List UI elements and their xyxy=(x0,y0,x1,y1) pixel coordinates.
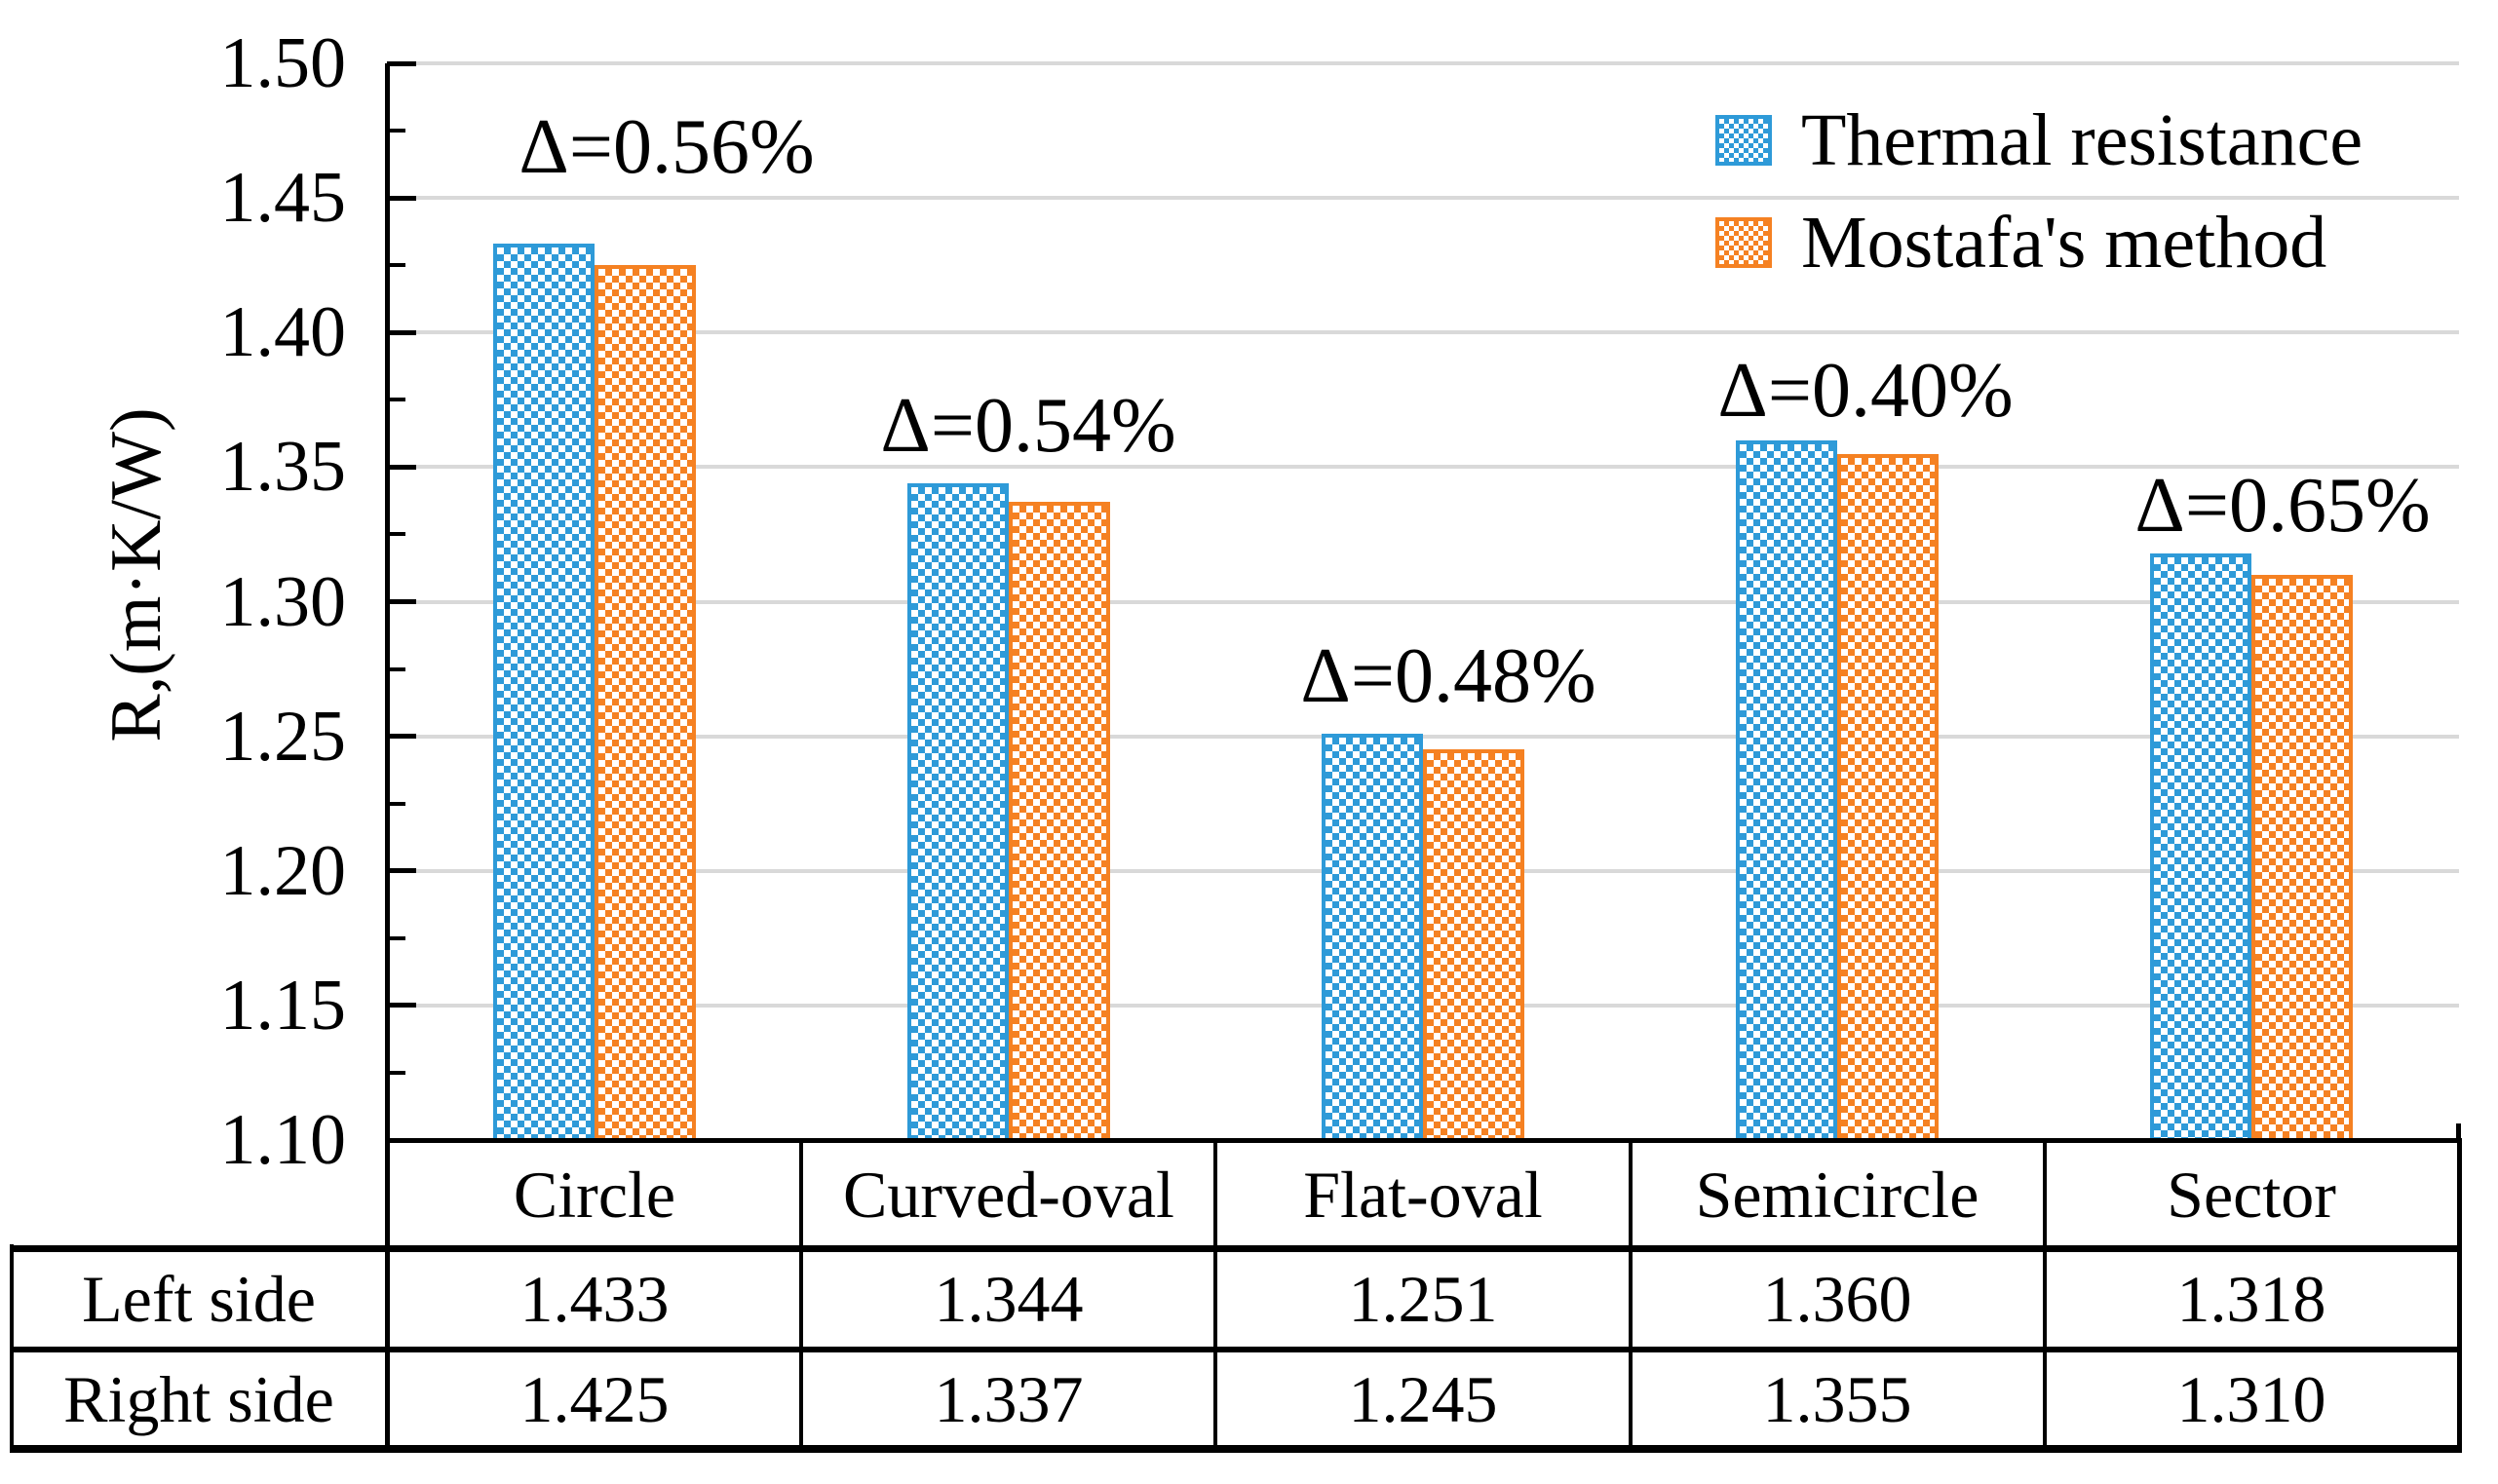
y-minor-tick xyxy=(387,667,405,671)
table-value-cell: 1.337 xyxy=(934,1362,1084,1436)
table-right-border xyxy=(2457,1138,2462,1453)
y-minor-tick xyxy=(387,936,405,940)
table-horizontal-border xyxy=(10,1445,2461,1453)
y-minor-tick xyxy=(387,1071,405,1075)
y-axis-line xyxy=(385,63,390,1453)
y-tick-label: 1.35 xyxy=(219,427,347,507)
table-row-header-left-side: Left side xyxy=(82,1262,316,1336)
y-minor-tick xyxy=(387,398,405,401)
table-horizontal-border xyxy=(387,1138,2461,1143)
bar-thermal-resistance-flat-oval xyxy=(1322,734,1423,1142)
y-major-tick xyxy=(387,868,416,873)
table-value-cell: 1.251 xyxy=(1348,1262,1498,1336)
y-tick-label: 1.25 xyxy=(219,697,347,777)
major-gridline xyxy=(390,600,2459,604)
table-header-circle: Circle xyxy=(513,1158,676,1232)
y-major-tick xyxy=(387,61,416,66)
table-header-sector: Sector xyxy=(2167,1158,2336,1232)
table-column-border xyxy=(799,1138,803,1453)
table-value-cell: 1.310 xyxy=(2176,1362,2326,1436)
table-value-cell: 1.433 xyxy=(519,1262,670,1336)
y-minor-tick xyxy=(387,263,405,267)
y-minor-tick xyxy=(387,532,405,536)
legend-swatch-thermal-resistance xyxy=(1715,115,1772,166)
table-horizontal-border xyxy=(10,1347,2461,1352)
legend-label-thermal-resistance: Thermal resistance xyxy=(1801,99,2363,181)
table-column-border xyxy=(2043,1138,2047,1453)
y-tick-label: 1.30 xyxy=(219,562,347,642)
table-value-cell: 1.425 xyxy=(519,1362,670,1436)
legend-label-mostafa-s-method: Mostafa's method xyxy=(1801,202,2327,284)
y-major-tick xyxy=(387,196,416,201)
delta-annotation-flat-oval: Δ=0.48% xyxy=(1300,633,1596,719)
table-column-border xyxy=(1629,1138,1633,1453)
table-row-header-right-side: Right side xyxy=(63,1362,334,1436)
major-gridline xyxy=(390,196,2459,200)
table-column-border xyxy=(1213,1138,1217,1453)
table-left-border xyxy=(10,1244,14,1453)
bar-mostafa-s-method-sector xyxy=(2251,575,2353,1142)
bar-mostafa-s-method-curved-oval xyxy=(1009,502,1110,1142)
bar-thermal-resistance-curved-oval xyxy=(907,483,1009,1142)
bar-thermal-resistance-circle xyxy=(493,244,595,1142)
y-major-tick xyxy=(387,465,416,470)
table-value-cell: 1.360 xyxy=(1762,1262,1912,1336)
legend-swatch-mostafa-s-method xyxy=(1715,217,1772,268)
major-gridline xyxy=(390,61,2459,65)
table-header-flat-oval: Flat-oval xyxy=(1303,1158,1543,1232)
y-tick-label: 1.15 xyxy=(219,966,347,1046)
bar-mostafa-s-method-semicircle xyxy=(1837,454,1939,1142)
y-major-tick xyxy=(387,1003,416,1008)
y-major-tick xyxy=(387,599,416,604)
delta-annotation-curved-oval: Δ=0.54% xyxy=(880,383,1176,469)
table-value-cell: 1.245 xyxy=(1348,1362,1498,1436)
y-tick-label: 1.50 xyxy=(219,23,347,103)
y-major-tick xyxy=(387,330,416,335)
y-minor-tick xyxy=(387,129,405,133)
major-gridline xyxy=(390,735,2459,739)
y-tick-label: 1.45 xyxy=(219,158,347,238)
major-gridline xyxy=(390,465,2459,469)
y-tick-label: 1.10 xyxy=(219,1100,347,1180)
major-gridline xyxy=(390,330,2459,334)
bar-mostafa-s-method-circle xyxy=(595,265,696,1142)
table-header-semicircle: Semicircle xyxy=(1695,1158,1979,1232)
y-major-tick xyxy=(387,734,416,739)
delta-annotation-semicircle: Δ=0.40% xyxy=(1717,348,2014,434)
y-minor-tick xyxy=(387,802,405,806)
bar-thermal-resistance-sector xyxy=(2150,553,2251,1142)
delta-annotation-circle: Δ=0.56% xyxy=(519,104,815,190)
x-axis-end-tick xyxy=(2456,1123,2461,1140)
table-header-curved-oval: Curved-oval xyxy=(843,1158,1174,1232)
table-value-cell: 1.318 xyxy=(2176,1262,2326,1336)
y-tick-label: 1.40 xyxy=(219,292,347,372)
bar-mostafa-s-method-flat-oval xyxy=(1423,749,1524,1142)
table-value-cell: 1.355 xyxy=(1762,1362,1912,1436)
table-horizontal-border xyxy=(10,1245,2461,1252)
y-tick-label: 1.20 xyxy=(219,831,347,911)
table-value-cell: 1.344 xyxy=(934,1262,1084,1336)
bar-thermal-resistance-semicircle xyxy=(1736,440,1837,1142)
delta-annotation-sector: Δ=0.65% xyxy=(2134,463,2431,549)
